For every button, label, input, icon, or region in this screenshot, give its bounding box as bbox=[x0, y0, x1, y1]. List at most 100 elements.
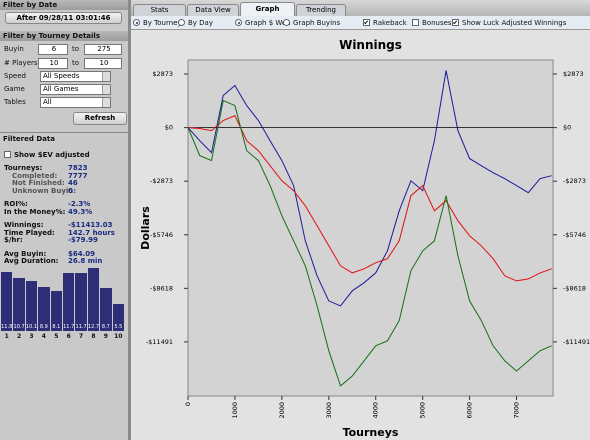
bar-label: 8.1 bbox=[52, 324, 61, 330]
option-label: By Tourney bbox=[143, 19, 182, 27]
checkbox[interactable] bbox=[4, 151, 11, 158]
dropdown[interactable]: All bbox=[40, 97, 111, 108]
checkbox[interactable] bbox=[412, 19, 419, 26]
field-label: to bbox=[72, 45, 80, 53]
stat-value: -$79.99 bbox=[68, 236, 98, 244]
stat-label: Unknown Buyin: bbox=[12, 186, 77, 195]
bar-label: 11.7 bbox=[75, 324, 87, 330]
stat-label: Time Played: bbox=[4, 228, 55, 237]
bar-category: 9 bbox=[103, 333, 108, 340]
x-tick-label: 1000 bbox=[231, 402, 239, 419]
stat-value: 26.8 min bbox=[68, 257, 103, 265]
y-tick-label: $0 bbox=[165, 124, 173, 132]
distribution-bar bbox=[13, 277, 25, 331]
bar-category: 3 bbox=[29, 333, 34, 340]
series-line bbox=[187, 115, 552, 282]
stat-value: 7777 bbox=[68, 171, 88, 180]
radio[interactable] bbox=[178, 19, 185, 26]
bar-label: 11.8 bbox=[1, 324, 13, 330]
distribution-bar bbox=[75, 272, 87, 331]
y-tick-label: -$8618 bbox=[563, 284, 586, 292]
check-mark bbox=[452, 19, 458, 25]
series-line bbox=[187, 99, 552, 387]
chart-title: Winnings bbox=[339, 38, 402, 52]
option-label: By Day bbox=[188, 19, 213, 27]
distribution-bar bbox=[63, 272, 75, 331]
stat-label: In the Money%: bbox=[4, 207, 66, 216]
distribution-bar bbox=[100, 287, 112, 331]
tab[interactable]: Trending bbox=[296, 4, 346, 16]
stat-value: 7823 bbox=[68, 164, 88, 172]
text-input[interactable]: 275 bbox=[84, 44, 122, 55]
radio[interactable] bbox=[283, 19, 290, 26]
distribution-bar bbox=[1, 272, 13, 331]
field-label: to bbox=[72, 59, 80, 67]
y-tick-label: $2873 bbox=[152, 70, 173, 78]
text-input[interactable]: 10 bbox=[38, 58, 68, 69]
bar-category: 2 bbox=[16, 333, 22, 340]
radio[interactable] bbox=[235, 19, 242, 26]
check-mark bbox=[363, 19, 369, 25]
y-tick-label: -$5746 bbox=[150, 231, 173, 239]
distribution-bar bbox=[87, 267, 100, 331]
field-label: # Players bbox=[4, 59, 38, 67]
option-label: Bonuses bbox=[422, 19, 452, 27]
bar-category: 5 bbox=[54, 333, 59, 340]
checkbox[interactable] bbox=[452, 19, 459, 26]
dropdown[interactable]: All Speeds bbox=[40, 71, 111, 82]
stat-label: Completed: bbox=[12, 171, 58, 180]
x-tick-label: 6000 bbox=[466, 402, 474, 419]
separator bbox=[0, 132, 128, 133]
y-tick-label: -$11491 bbox=[146, 338, 173, 346]
x-tick-label: 3000 bbox=[325, 402, 333, 419]
dropdown[interactable]: All Games bbox=[40, 84, 111, 95]
x-tick-label: 7000 bbox=[513, 402, 521, 419]
x-tick-label: 0 bbox=[184, 402, 192, 406]
bar-label: 10.1 bbox=[25, 324, 38, 330]
bar-label: 11.7 bbox=[63, 324, 75, 330]
tab[interactable]: Stats bbox=[133, 4, 186, 16]
y-tick-label: $2873 bbox=[563, 70, 584, 78]
stat-label: Avg Buyin: bbox=[4, 249, 47, 258]
option-label: Graph $ Won bbox=[245, 19, 291, 27]
bar-label: 10.7 bbox=[13, 324, 25, 330]
refresh-button[interactable]: Refresh bbox=[73, 112, 127, 125]
y-axis-title: Dollars bbox=[139, 206, 152, 250]
x-tick-label: 5000 bbox=[419, 402, 427, 419]
y-tick-label: -$2873 bbox=[563, 177, 586, 185]
splitter bbox=[128, 0, 131, 440]
y-tick-label: -$2873 bbox=[150, 177, 173, 185]
tab[interactable]: Graph bbox=[240, 2, 295, 16]
dropdown-arrow bbox=[102, 72, 110, 81]
y-tick-label: -$8618 bbox=[150, 284, 173, 292]
bar-label: 5.5 bbox=[114, 324, 123, 330]
stat-value: -2.3% bbox=[68, 200, 91, 208]
field-label: Game bbox=[4, 85, 25, 93]
stat-label: Avg Duration: bbox=[4, 257, 59, 265]
checkbox[interactable] bbox=[363, 19, 370, 26]
option-label: Rakeback bbox=[373, 19, 407, 27]
text-input[interactable]: 6 bbox=[38, 44, 68, 55]
stat-label: Winnings: bbox=[4, 221, 44, 229]
field-label: Speed bbox=[4, 72, 26, 80]
stat-value: 142.7 hours bbox=[68, 228, 115, 237]
radio[interactable] bbox=[133, 19, 140, 26]
date-button[interactable]: After 09/28/11 03:01:46 bbox=[5, 12, 122, 24]
distribution-bar bbox=[38, 286, 50, 331]
field-label: Tables bbox=[4, 98, 26, 106]
bar-category: 7 bbox=[78, 333, 84, 340]
bar-label: 12.7 bbox=[87, 324, 100, 330]
bar-category: 1 bbox=[4, 333, 9, 340]
section-header: Filtered Data bbox=[3, 135, 55, 143]
stat-value: -$11413.03 bbox=[68, 221, 113, 229]
bar-category: 4 bbox=[41, 333, 46, 340]
option-label: Show Luck Adjusted Winnings bbox=[462, 19, 567, 27]
stat-value: 49.3% bbox=[68, 207, 93, 216]
text-input[interactable]: 10 bbox=[84, 58, 122, 69]
chart: Winnings Tourneys Dollars $2873 $2873 $0 $0 -$2… bbox=[131, 30, 590, 440]
radio-dot bbox=[237, 21, 240, 24]
bar-category: 8 bbox=[91, 333, 96, 340]
dropdown-arrow bbox=[102, 98, 110, 107]
tab[interactable]: Data View bbox=[187, 4, 239, 16]
